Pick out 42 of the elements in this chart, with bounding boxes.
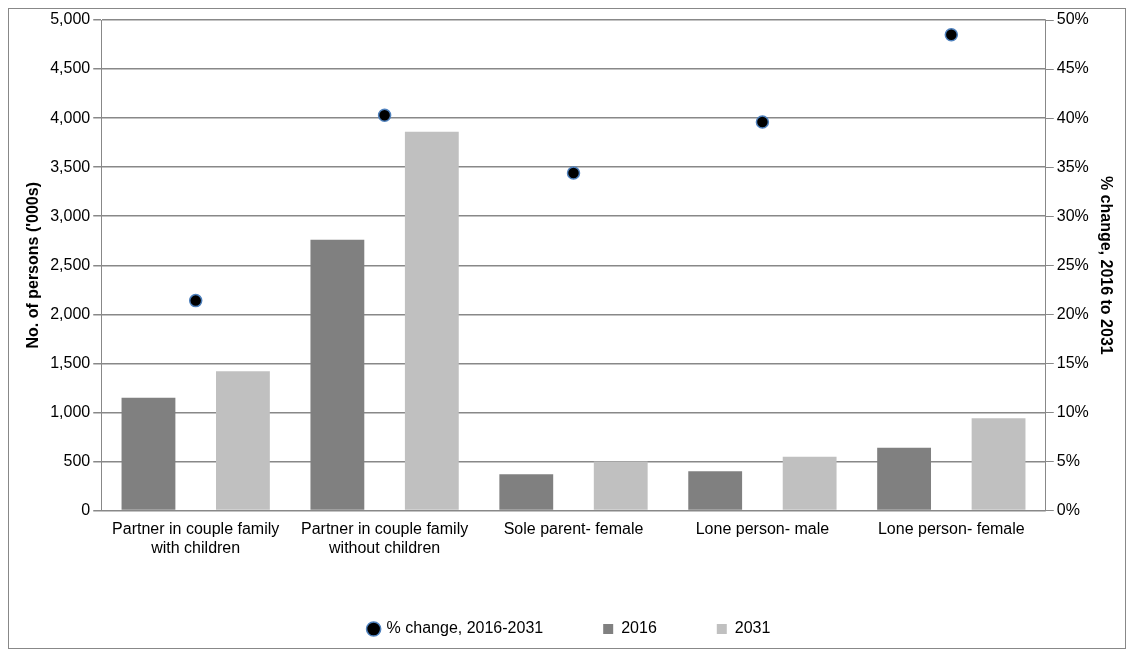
x-tick-label: Partner in couple family with children [112, 519, 280, 556]
y2-tick-label: 15% [1056, 353, 1089, 371]
y-tick-label: 4,500 [50, 59, 91, 77]
legend-label: 2016 [621, 619, 657, 637]
x-tick-label: Lone person- male [695, 519, 830, 537]
y2-tick-label: 50% [1056, 10, 1089, 28]
legend-label: 2031 [734, 619, 771, 637]
bar [593, 461, 648, 510]
x-tick-label: Lone person- female [877, 519, 1025, 537]
y2-tick-label: 30% [1056, 206, 1089, 224]
y2-tick-label: 0% [1056, 501, 1080, 519]
y2-tick-label: 35% [1056, 157, 1089, 175]
bar [971, 418, 1026, 510]
bar [404, 131, 459, 510]
x-tick-label: Partner in couple family without children [301, 519, 469, 556]
y-tick-label: 500 [63, 451, 91, 469]
y-tick-label: 3,500 [50, 157, 91, 175]
point [377, 108, 392, 122]
y2-tick-label: 20% [1056, 304, 1089, 322]
point [566, 166, 581, 180]
point [944, 27, 959, 42]
y-tick-label: 5,000 [50, 10, 91, 28]
x-tick-label: Sole parent- female [503, 519, 644, 537]
y-tick-label: 1,000 [50, 402, 91, 420]
y-tick-label: 3,000 [50, 206, 91, 224]
y2-axis-title: % change, 2016 to 2031 [1097, 175, 1115, 355]
legend-label: % change, 2016-2031 [386, 619, 544, 637]
point [755, 115, 770, 129]
y-axis-title: No. of persons ('000s) [24, 182, 42, 349]
y2-tick-label: 40% [1056, 108, 1089, 126]
point [188, 293, 203, 308]
y-tick-label: 2,500 [50, 255, 91, 273]
y2-tick-label: 25% [1056, 255, 1089, 273]
bar [782, 456, 837, 510]
y2-tick-label: 5% [1056, 451, 1080, 469]
y-tick-label: 4,000 [50, 108, 91, 126]
y-tick-label: 0 [81, 501, 91, 519]
bar [216, 371, 270, 510]
y-tick-label: 1,500 [50, 353, 91, 371]
y2-tick-label: 45% [1056, 59, 1089, 77]
y2-tick-label: 10% [1056, 402, 1089, 420]
y-tick-label: 2,000 [50, 304, 91, 322]
